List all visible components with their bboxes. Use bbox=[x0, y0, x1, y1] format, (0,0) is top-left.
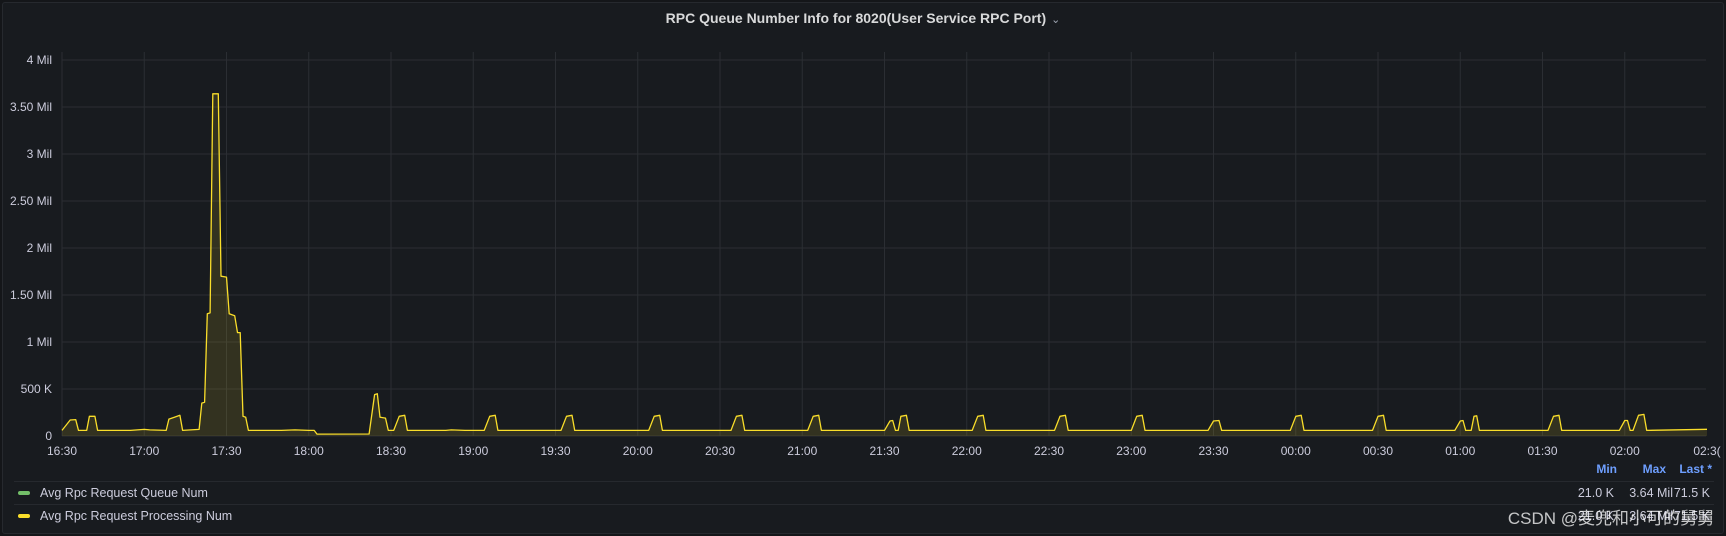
legend-stat-min: 21.0 K bbox=[1577, 486, 1614, 500]
legend-series-name[interactable]: Avg Rpc Request Queue Num bbox=[40, 486, 208, 500]
x-tick-label: 18:30 bbox=[376, 444, 406, 458]
x-tick-label: 19:30 bbox=[540, 444, 570, 458]
x-tick-label: 23:30 bbox=[1198, 444, 1228, 458]
x-tick-label: 19:00 bbox=[458, 444, 488, 458]
panel-title-text[interactable]: RPC Queue Number Info for 8020(User Serv… bbox=[665, 10, 1047, 26]
x-tick-label: 20:00 bbox=[623, 444, 653, 458]
x-tick-label: 17:30 bbox=[211, 444, 241, 458]
chevron-down-icon[interactable]: ⌄ bbox=[1051, 14, 1061, 26]
x-tick-label: 22:00 bbox=[952, 444, 982, 458]
legend-header-last[interactable]: Last * bbox=[1679, 462, 1712, 476]
legend-series-name[interactable]: Avg Rpc Request Processing Num bbox=[40, 509, 233, 523]
series-area bbox=[62, 93, 1707, 437]
legend-swatch bbox=[18, 491, 30, 495]
x-tick-label: 21:30 bbox=[869, 444, 899, 458]
y-tick-label: 2 Mil bbox=[27, 241, 52, 255]
y-tick-label: 500 K bbox=[21, 382, 52, 396]
legend-swatch bbox=[18, 514, 30, 518]
legend-stat-max: 3.64 Mil bbox=[1629, 509, 1673, 523]
legend-stat-last: 71.5 K bbox=[1673, 486, 1710, 500]
x-tick-label: 01:30 bbox=[1527, 444, 1557, 458]
y-tick-label: 0 bbox=[45, 429, 52, 443]
legend-stat-last: 71.5 K bbox=[1673, 509, 1710, 523]
y-tick-label: 4 Mil bbox=[27, 53, 52, 67]
y-tick-label: 3 Mil bbox=[27, 147, 52, 161]
y-tick-label: 1 Mil bbox=[27, 335, 52, 349]
x-tick-label: 02:3( bbox=[1693, 444, 1720, 458]
panel-title[interactable]: RPC Queue Number Info for 8020(User Serv… bbox=[0, 10, 1726, 26]
y-tick-label: 1.50 Mil bbox=[10, 288, 52, 302]
legend-item-processing-num[interactable]: Avg Rpc Request Processing Num 21.0 K 3.… bbox=[14, 504, 1714, 527]
x-tick-label: 22:30 bbox=[1034, 444, 1064, 458]
x-tick-label: 00:00 bbox=[1281, 444, 1311, 458]
x-tick-label: 20:30 bbox=[705, 444, 735, 458]
x-tick-label: 23:00 bbox=[1116, 444, 1146, 458]
legend-stat-max: 3.64 Mil bbox=[1629, 486, 1673, 500]
x-tick-label: 00:30 bbox=[1363, 444, 1393, 458]
x-tick-label: 01:00 bbox=[1445, 444, 1475, 458]
legend-header-max[interactable]: Max bbox=[1642, 462, 1666, 476]
y-tick-label: 3.50 Mil bbox=[10, 100, 52, 114]
watermark: CSDN @麦兜和小可的舅舅 bbox=[1507, 509, 1714, 528]
y-tick-label: 2.50 Mil bbox=[10, 194, 52, 208]
legend-stat-min: 21.0 K bbox=[1577, 509, 1614, 523]
x-tick-label: 21:00 bbox=[787, 444, 817, 458]
legend-header-min[interactable]: Min bbox=[1596, 462, 1617, 476]
x-tick-label: 02:00 bbox=[1610, 444, 1640, 458]
x-tick-label: 17:00 bbox=[129, 444, 159, 458]
legend-item-queue-num[interactable]: Avg Rpc Request Queue Num 21.0 K 3.64 Mi… bbox=[14, 481, 1714, 504]
x-tick-label: 18:00 bbox=[294, 444, 324, 458]
x-tick-label: 16:30 bbox=[47, 444, 77, 458]
series-line bbox=[61, 93, 1708, 435]
